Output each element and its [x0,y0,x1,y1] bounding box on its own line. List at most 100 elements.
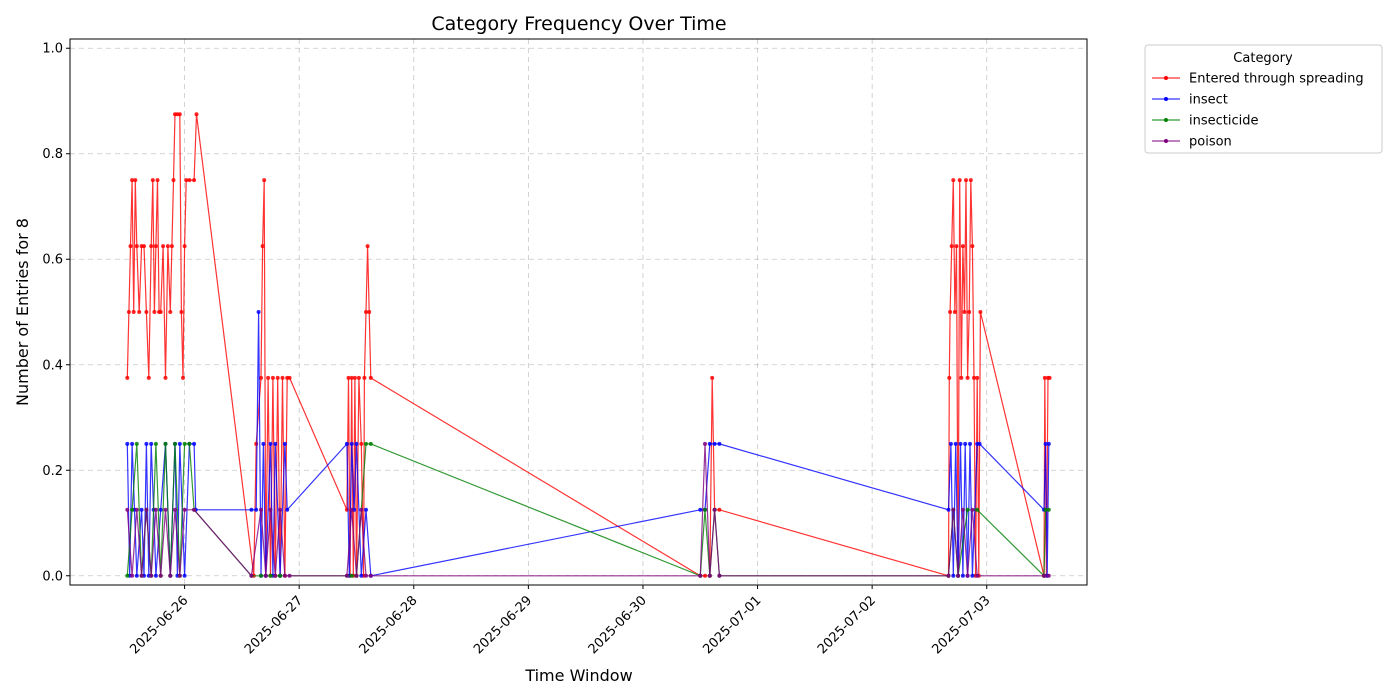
y-tick-label: 0.0 [42,569,63,584]
data-point [149,441,154,446]
data-point [1046,573,1051,578]
data-point [249,573,254,578]
data-point [957,178,962,183]
chart-title: Category Frequency Over Time [431,13,726,35]
data-point [703,573,707,578]
data-point [282,573,287,578]
data-point [187,441,192,446]
data-point [962,310,967,314]
data-point [134,573,139,578]
data-point [149,573,154,578]
legend-marker [1164,118,1168,122]
data-point [254,507,259,512]
data-point [970,507,975,512]
data-point [153,244,158,249]
data-point [349,441,354,446]
data-point [128,244,133,249]
data-point [965,375,970,380]
data-point [146,375,151,380]
x-axis-label: Time Window [524,666,632,685]
data-point [131,310,136,314]
data-point [192,441,197,446]
data-point [165,244,170,249]
data-point [139,573,144,578]
data-point [960,244,965,249]
data-point [703,507,707,512]
data-point [182,507,187,512]
data-point [1042,573,1046,578]
data-point [153,441,158,446]
data-point [359,573,364,578]
data-point [187,178,192,183]
data-point [275,375,280,380]
data-point [144,507,149,512]
y-tick-label: 1.0 [42,42,63,57]
data-point [126,310,131,314]
data-point [356,375,361,380]
data-point [949,244,954,249]
data-point [194,112,199,117]
data-point [359,507,364,512]
data-point [344,441,349,446]
data-point [960,573,965,578]
data-point [173,507,177,512]
data-point [173,441,177,446]
data-point [968,441,972,446]
data-point [133,178,138,183]
data-point [273,573,278,578]
data-point [181,375,185,380]
data-point [262,178,267,183]
data-point [958,441,963,446]
data-point [182,573,187,578]
legend-title: Category [1233,51,1293,66]
data-point [280,375,285,380]
data-point [168,310,173,314]
data-point [710,375,715,380]
data-point [367,310,372,314]
data-point [150,178,155,183]
data-point [155,178,160,183]
data-point [263,573,268,578]
data-point [717,441,722,446]
data-point [125,375,130,380]
data-point [144,310,149,314]
data-point [130,507,135,512]
data-point [259,507,263,512]
data-point [158,573,163,578]
data-point [278,573,283,578]
data-point [163,441,168,446]
data-point [352,375,357,380]
legend-marker [1164,97,1168,101]
data-point [270,375,275,380]
data-point [169,244,174,249]
data-point [946,507,951,512]
data-point [273,441,278,446]
data-point [287,573,292,578]
y-axis-label: Number of Entries for 8 [13,218,32,406]
data-point [278,507,283,512]
data-point [951,573,956,578]
data-point [153,507,158,512]
data-point [134,507,139,512]
data-point [978,310,983,314]
data-point [965,573,970,578]
data-point [1043,441,1048,446]
data-point [362,375,367,380]
data-point [970,244,975,249]
data-point [182,244,187,249]
data-point [153,573,158,578]
legend-box [1144,44,1383,154]
legend-marker [1164,139,1168,143]
data-point [717,573,722,578]
data-point [158,507,163,512]
data-point [707,573,712,578]
data-point [137,310,142,314]
data-point [177,441,182,446]
data-point [953,441,958,446]
data-point [1047,375,1052,380]
series-3 [125,441,1051,578]
data-point [948,441,953,446]
data-point [975,507,980,512]
legend-entry: insect [1189,93,1228,108]
